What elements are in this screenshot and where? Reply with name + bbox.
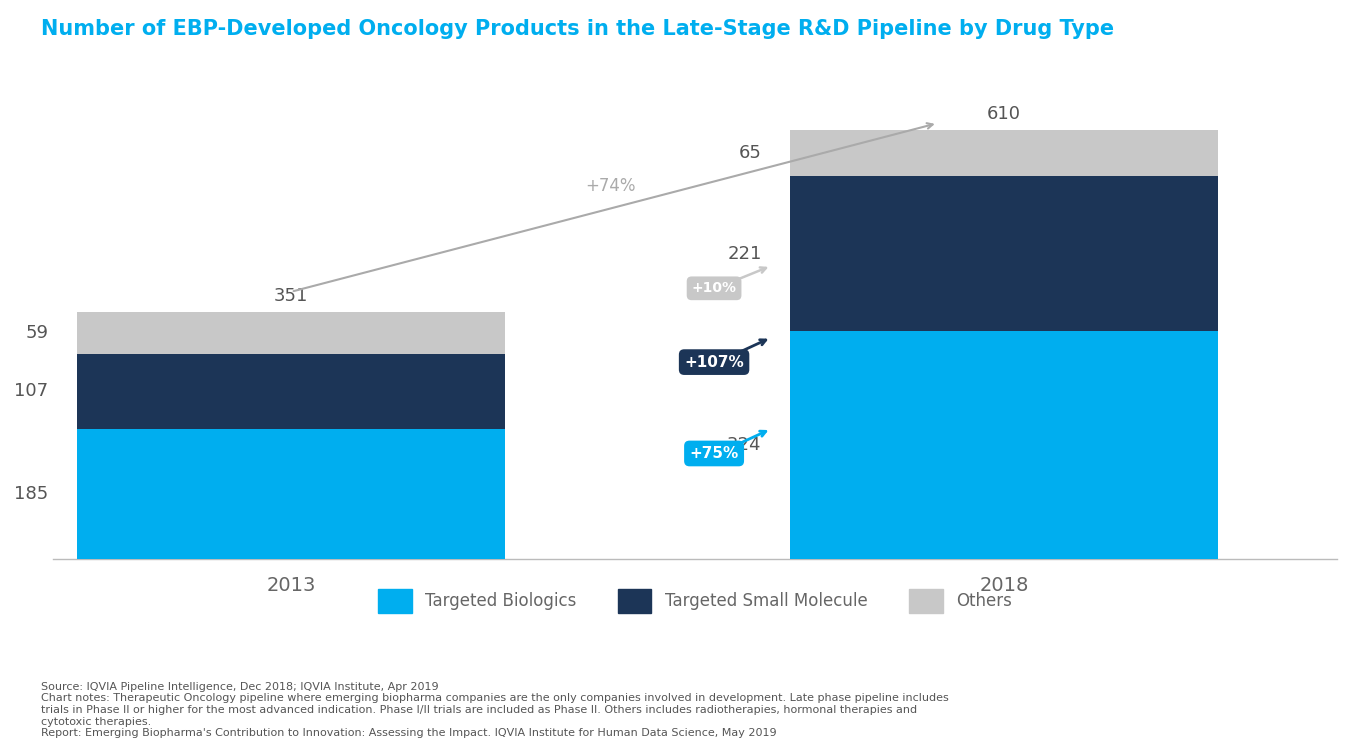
Text: +74%: +74% [585, 177, 637, 195]
Bar [790, 331, 1218, 559]
Bar [77, 354, 504, 429]
Text: Source: IQVIA Pipeline Intelligence, Dec 2018; IQVIA Institute, Apr 2019
Chart n: Source: IQVIA Pipeline Intelligence, Dec… [41, 682, 948, 738]
Text: 107: 107 [15, 382, 49, 400]
Bar [790, 176, 1218, 331]
Bar [77, 312, 504, 354]
Text: 221: 221 [727, 245, 761, 263]
Text: 185: 185 [14, 485, 49, 503]
Text: 324: 324 [727, 436, 761, 454]
Legend: Targeted Biologics, Targeted Small Molecule, Others: Targeted Biologics, Targeted Small Molec… [372, 582, 1018, 620]
Text: 351: 351 [273, 287, 308, 305]
Bar [77, 429, 504, 559]
Text: +75%: +75% [690, 446, 738, 461]
Text: +107%: +107% [684, 355, 744, 370]
Bar [790, 130, 1218, 176]
Text: +10%: +10% [692, 281, 737, 295]
Text: 65: 65 [738, 144, 761, 162]
Text: 610: 610 [987, 105, 1021, 123]
Text: 59: 59 [26, 324, 49, 342]
Text: Number of EBP-Developed Oncology Products in the Late-Stage R&D Pipeline by Drug: Number of EBP-Developed Oncology Product… [41, 19, 1114, 39]
